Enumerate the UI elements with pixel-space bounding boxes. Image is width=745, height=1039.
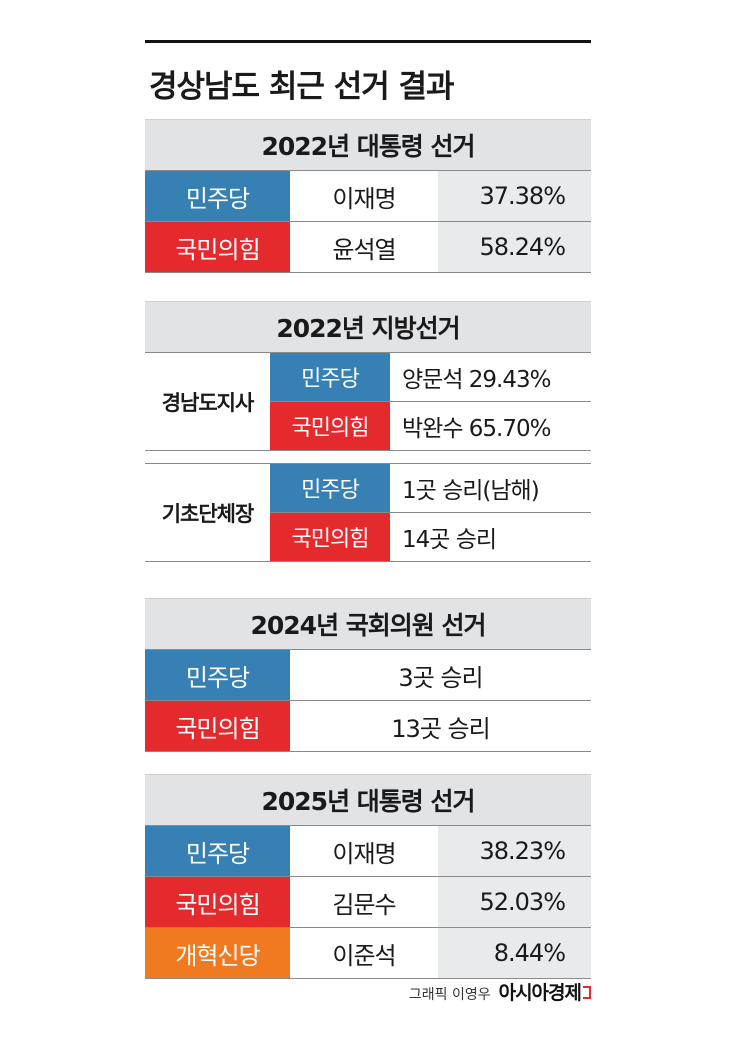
section-2022-presidential: 2022년 대통령 선거 민주당 이재명 37.38% 국민의힘 윤석열 58.… xyxy=(145,119,591,273)
result-value: 3곳 승리 xyxy=(398,663,483,692)
table-row: 개혁신당 이준석 8.44% xyxy=(145,927,591,979)
vote-percent: 8.44% xyxy=(438,928,591,978)
vote-percent: 37.38% xyxy=(438,171,591,221)
table-row: 국민의힘 김문수 52.03% xyxy=(145,876,591,927)
party-label: 민주당 xyxy=(145,650,290,700)
table-row: 국민의힘 13곳 승리 xyxy=(145,700,591,752)
result-value: 양문석 29.43% xyxy=(402,367,552,393)
credit-line: 그래픽 이영우 아시아경제 xyxy=(409,978,591,1005)
brand-mark-icon xyxy=(583,986,591,999)
section-2022-local: 2022년 지방선거 경남도지사 민주당 양문석 29.43% 국민의힘 박완수… xyxy=(145,301,591,562)
vote-percent: 52.03% xyxy=(438,877,591,927)
top-rule xyxy=(145,40,591,43)
section-heading: 2025년 대통령 선거 xyxy=(145,774,591,825)
vote-percent: 58.24% xyxy=(438,222,591,272)
graphic-credit: 그래픽 이영우 xyxy=(408,987,491,1003)
section-heading: 2022년 대통령 선거 xyxy=(145,119,591,170)
result-value: 13곳 승리 xyxy=(391,714,490,743)
result-value: 1곳 승리(남해) xyxy=(402,478,540,504)
infographic: 경상남도 최근 선거 결과 2022년 대통령 선거 민주당 이재명 37.38… xyxy=(145,40,591,1004)
candidate-name: 이재명 xyxy=(332,839,396,868)
candidate-name: 김문수 xyxy=(332,890,396,919)
section-heading: 2022년 지방선거 xyxy=(145,301,591,352)
table-row: 민주당 이재명 37.38% xyxy=(145,170,591,221)
table-row: 민주당 1곳 승리(남해) xyxy=(270,464,591,512)
party-label: 국민의힘 xyxy=(145,701,290,751)
brand-logo: 아시아경제 xyxy=(498,982,582,1004)
party-label: 민주당 xyxy=(270,464,390,512)
table-row: 국민의힘 14곳 승리 xyxy=(270,512,591,561)
candidate-name: 이재명 xyxy=(332,184,396,213)
section-heading: 2024년 국회의원 선거 xyxy=(145,598,591,649)
candidate-name: 윤석열 xyxy=(332,235,396,264)
result-value: 박완수 65.70% xyxy=(402,416,552,442)
party-label: 국민의힘 xyxy=(145,877,290,927)
group-rows: 민주당 1곳 승리(남해) 국민의힘 14곳 승리 xyxy=(270,464,591,561)
table-row: 국민의힘 박완수 65.70% xyxy=(270,401,591,450)
group-local-heads: 기초단체장 민주당 1곳 승리(남해) 국민의힘 14곳 승리 xyxy=(145,463,591,562)
party-label: 국민의힘 xyxy=(270,402,390,450)
section-2024-assembly: 2024년 국회의원 선거 민주당 3곳 승리 국민의힘 13곳 승리 xyxy=(145,598,591,752)
party-label: 민주당 xyxy=(145,171,290,221)
party-label: 국민의힘 xyxy=(145,222,290,272)
table-row: 민주당 3곳 승리 xyxy=(145,649,591,700)
party-label: 민주당 xyxy=(145,826,290,876)
table-row: 민주당 이재명 38.23% xyxy=(145,825,591,876)
group-label: 경남도지사 xyxy=(161,390,255,415)
group-label: 기초단체장 xyxy=(161,501,255,526)
result-value: 14곳 승리 xyxy=(402,527,497,553)
group-rows: 민주당 양문석 29.43% 국민의힘 박완수 65.70% xyxy=(270,353,591,450)
party-label: 국민의힘 xyxy=(270,513,390,561)
table-row: 국민의힘 윤석열 58.24% xyxy=(145,221,591,273)
candidate-name: 이준석 xyxy=(332,941,396,970)
section-2025-presidential: 2025년 대통령 선거 민주당 이재명 38.23% 국민의힘 김문수 52.… xyxy=(145,774,591,979)
vote-percent: 38.23% xyxy=(438,826,591,876)
party-label: 개혁신당 xyxy=(145,928,290,978)
page-title: 경상남도 최근 선거 결과 xyxy=(149,69,455,105)
table-row: 민주당 양문석 29.43% xyxy=(270,353,591,401)
party-label: 민주당 xyxy=(270,353,390,401)
group-governor: 경남도지사 민주당 양문석 29.43% 국민의힘 박완수 65.70% xyxy=(145,352,591,451)
